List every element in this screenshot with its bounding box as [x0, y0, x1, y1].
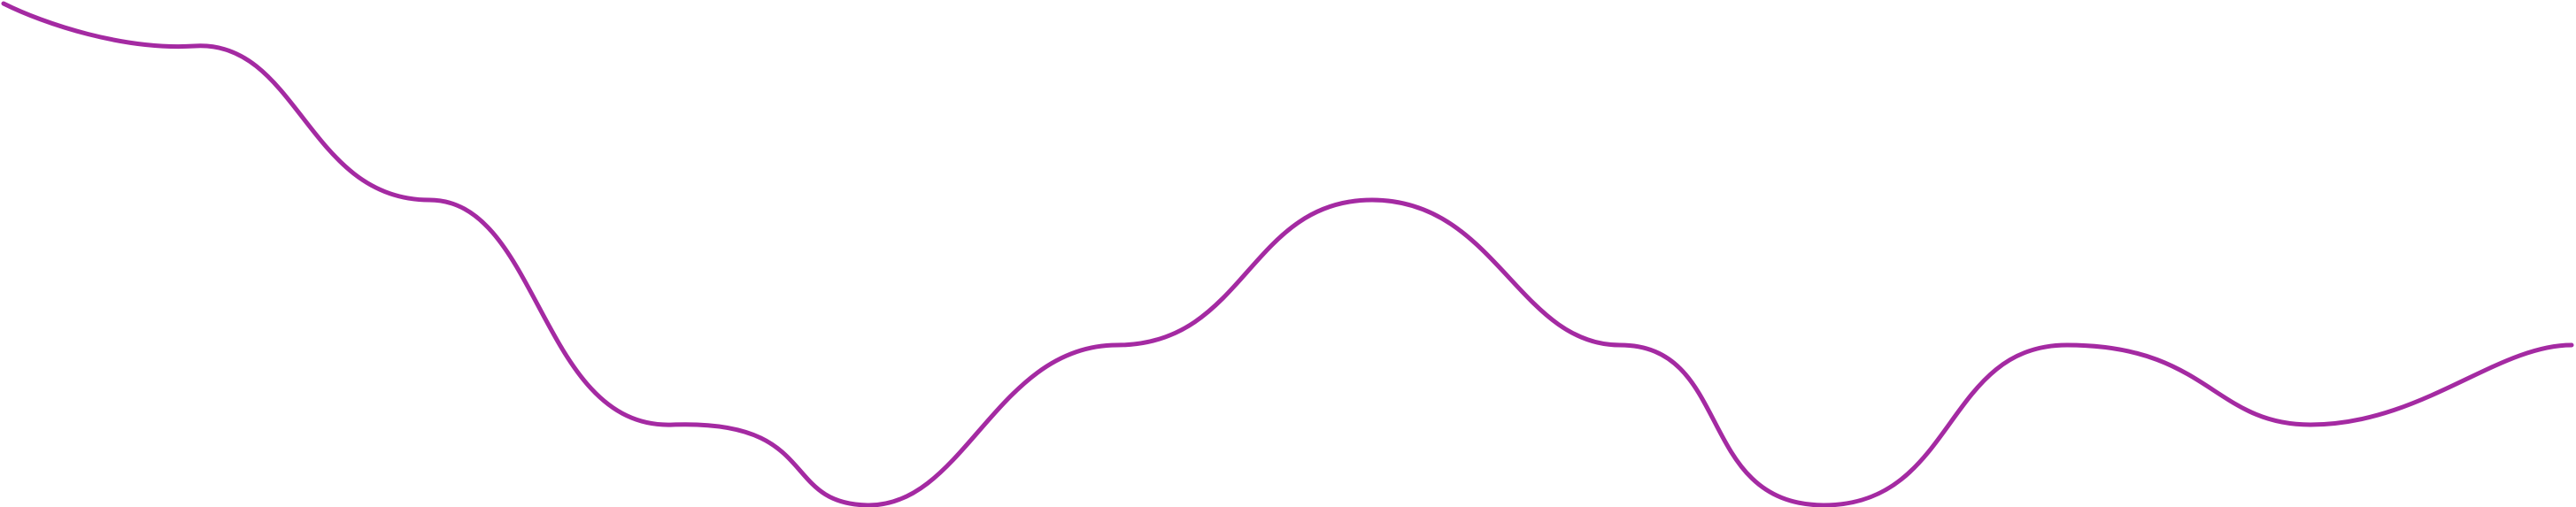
wave-graphic-canvas [1, 1, 2574, 507]
wave-line [1, 1, 2574, 507]
wave-graphic-svg [1, 1, 2574, 507]
